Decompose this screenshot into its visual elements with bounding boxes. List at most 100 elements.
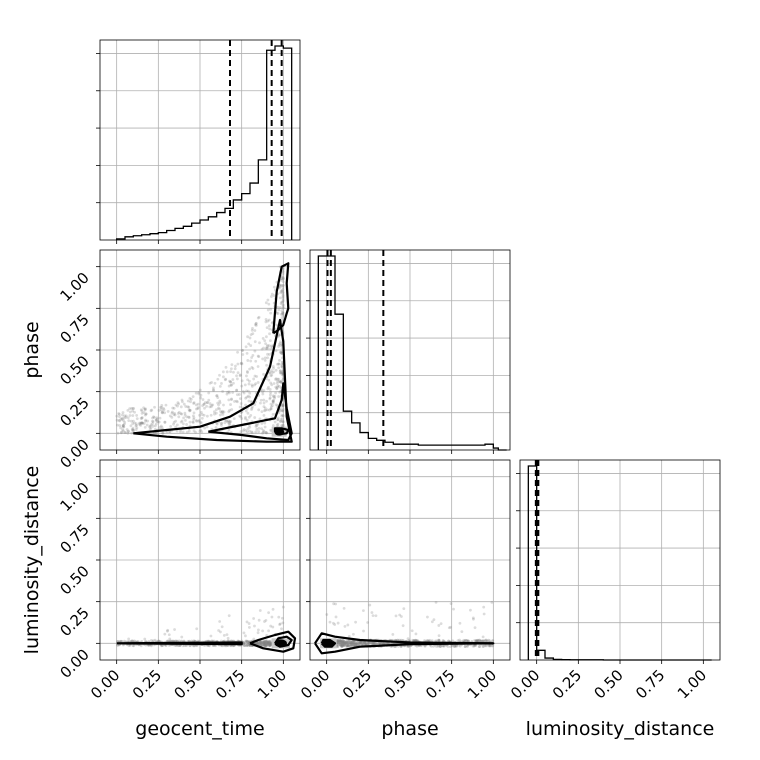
scatter-point [116,431,120,435]
scatter-point [149,423,153,427]
scatter-point [281,288,285,292]
scatter-point [281,404,285,408]
scatter-point [356,642,360,646]
scatter-point [338,639,342,643]
scatter-point [267,640,271,644]
scatter-point [475,639,479,643]
scatter-point [244,417,247,421]
scatter-point [281,311,285,315]
scatter-point [337,643,341,647]
scatter-point [149,426,153,430]
scatter-point [121,428,124,432]
scatter-point [248,395,251,399]
scatter-point [488,644,492,648]
scatter-point [160,644,163,648]
scatter-point [264,347,268,351]
scatter-point [458,621,462,625]
scatter-point [194,391,198,395]
scatter-point [143,637,147,641]
scatter-point [145,423,149,427]
scatter-point [121,424,125,428]
scatter-point [263,641,267,645]
scatter-point [261,390,265,394]
scatter-point [481,635,485,639]
scatter-point [174,644,178,647]
scatter-point [216,377,220,381]
scatter-point [281,313,285,317]
scatter-point [265,643,269,647]
scatter-point [128,643,132,647]
scatter-point [340,641,344,645]
scatter-point [199,421,203,425]
scatter-point [264,301,268,305]
scatter-point [250,329,254,332]
scatter-point [482,612,486,616]
scatter-point [186,405,190,409]
scatter-point [246,639,250,643]
scatter-point [260,641,264,645]
scatter-point [339,638,343,642]
scatter-point [246,371,249,374]
scatter-point [380,642,384,645]
scatter-point [266,642,270,646]
scatter-point [130,639,134,643]
scatter-point [250,405,254,409]
scatter-point [187,405,191,409]
scatter-point [223,378,227,382]
scatter-point [277,362,281,366]
scatter-point [189,400,192,404]
scatter-point [281,423,285,427]
scatter-point [256,642,259,646]
scatter-point [462,638,466,642]
scatter-point [281,269,285,273]
scatter-point [227,384,231,388]
scatter-point [262,640,265,644]
scatter-point [270,292,274,296]
scatter-point [350,641,354,644]
scatter-point [271,365,275,368]
scatter-point [278,409,282,412]
x-tick-label: 0.00 [87,666,123,702]
scatter-point [340,643,344,647]
scatter-point [120,430,124,434]
scatter-point [248,425,252,429]
scatter-point [458,644,462,648]
scatter-point [172,422,175,426]
scatter-point [441,644,444,648]
scatter-point [144,412,148,416]
scatter-point [263,406,267,410]
scatter-point [456,639,460,643]
scatter-point [281,370,285,373]
scatter-point [275,311,279,315]
scatter-point [197,419,201,423]
scatter-point [202,402,206,406]
scatter-point [245,643,249,647]
scatter-point [276,422,280,426]
scatter-point [346,641,350,645]
scatter-point [272,370,276,374]
scatter-point [152,416,156,419]
scatter-point [340,644,344,647]
scatter-point [449,602,453,606]
scatter-point [262,401,266,405]
scatter-point [156,420,160,424]
scatter-point [118,415,121,418]
scatter-point [183,411,187,415]
scatter-point [221,370,225,374]
scatter-point [258,341,261,345]
scatter-point [268,640,271,643]
scatter-point [338,640,342,644]
scatter-point [474,639,478,643]
scatter-point [120,416,124,420]
scatter-point [251,367,255,370]
scatter-point [340,644,343,648]
scatter-point [242,642,246,646]
scatter-point [491,644,495,648]
scatter-point [194,430,197,434]
scatter-point [135,423,138,427]
x-tick-label: 0.75 [212,666,248,702]
scatter-point [168,430,172,434]
scatter-point [261,629,265,633]
scatter-point [277,615,281,619]
